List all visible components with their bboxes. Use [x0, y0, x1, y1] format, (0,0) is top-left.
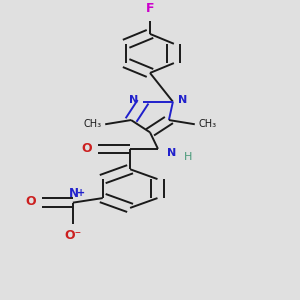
Text: N: N [178, 95, 187, 105]
Text: H: H [184, 152, 192, 162]
Text: +: + [77, 188, 85, 198]
Text: F: F [146, 2, 154, 15]
Text: O: O [26, 195, 36, 208]
Text: O⁻: O⁻ [64, 229, 82, 242]
Text: N: N [69, 187, 80, 200]
Text: O: O [81, 142, 92, 155]
Text: N: N [129, 95, 138, 105]
Text: CH₃: CH₃ [199, 118, 217, 129]
Text: N: N [167, 148, 176, 158]
Text: CH₃: CH₃ [83, 118, 101, 129]
